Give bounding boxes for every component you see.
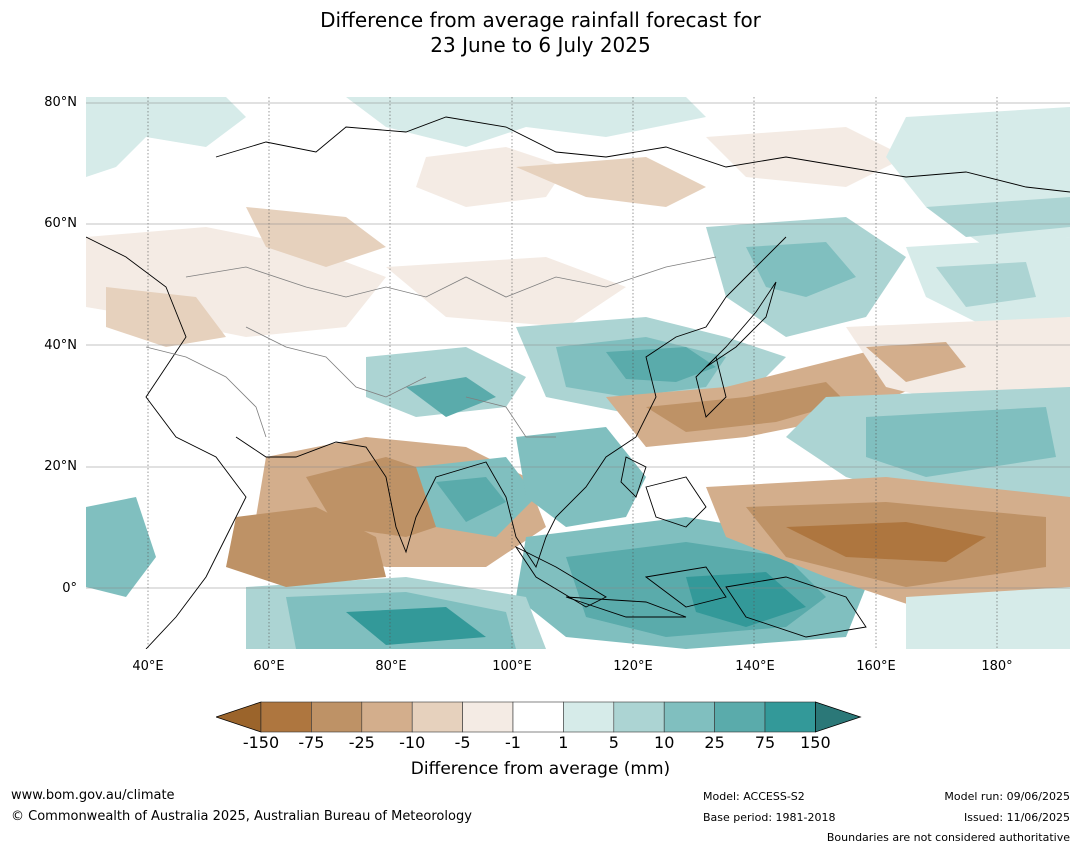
coastlines — [86, 116, 1070, 649]
colorbar-tick-label: -10 — [399, 733, 426, 752]
lon-label-180: 180° — [981, 659, 1013, 674]
colorbar-tick-label: 10 — [654, 733, 675, 752]
colorbar-segment — [663, 701, 715, 733]
colorbar-tick-label: 25 — [704, 733, 725, 752]
colorbar-segment — [311, 701, 363, 733]
colorbar-segment — [462, 701, 514, 733]
latitude-lines — [86, 102, 1070, 589]
colorbar-tick-label: -75 — [298, 733, 325, 752]
lat-label-60n: 60°N — [44, 216, 77, 231]
title-line-2: 23 June to 6 July 2025 — [430, 33, 651, 57]
lon-label-100e: 100°E — [492, 659, 532, 674]
lat-label-40n: 40°N — [44, 338, 77, 353]
graticule — [147, 97, 998, 649]
rainfall-anomaly-map — [86, 97, 1070, 649]
colorbar — [216, 701, 862, 733]
colorbar-tick-label: 5 — [608, 733, 619, 752]
model-text: Model: ACCESS-S2 — [703, 790, 805, 803]
lon-label-80e: 80°E — [375, 659, 407, 674]
country-borders — [145, 256, 717, 438]
colorbar-tick-label: -5 — [454, 733, 471, 752]
issued-text: Issued: 11/06/2025 — [963, 811, 1070, 824]
lon-label-120e: 120°E — [613, 659, 653, 674]
colorbar-segment — [361, 701, 413, 733]
lat-label-0: 0° — [62, 581, 77, 596]
colorbar-segment — [563, 701, 615, 733]
colorbar-tick-label: -1 — [505, 733, 521, 752]
colorbar-segment — [613, 701, 665, 733]
map-svg — [86, 97, 1070, 649]
chart-title: Difference from average rainfall forecas… — [0, 8, 1081, 58]
colorbar-tick-label: 75 — [754, 733, 776, 752]
colorbar-tick-label: 1 — [558, 733, 569, 752]
lon-label-160e: 160°E — [856, 659, 896, 674]
lon-label-60e: 60°E — [253, 659, 285, 674]
colorbar-segment — [714, 701, 766, 733]
lon-label-140e: 140°E — [735, 659, 775, 674]
colorbar-tick-label: -25 — [348, 733, 375, 752]
lon-label-40e: 40°E — [132, 659, 164, 674]
colorbar-segment — [260, 701, 312, 733]
anomaly-fields — [86, 97, 1070, 649]
lat-label-80n: 80°N — [44, 95, 77, 110]
colorbar-tick-label: -150 — [242, 733, 280, 752]
colorbar-tick-label: 150 — [800, 733, 831, 752]
title-line-1: Difference from average rainfall forecas… — [320, 8, 761, 32]
colorbar-label: Difference from average (mm) — [410, 759, 671, 779]
disclaimer-text: Boundaries are not considered authoritat… — [826, 831, 1070, 844]
lat-label-20n: 20°N — [44, 459, 77, 474]
copyright-text: © Commonwealth of Australia 2025, Austra… — [11, 809, 472, 824]
colorbar-extend-low — [216, 701, 262, 733]
colorbar-segment — [411, 701, 463, 733]
base-period-text: Base period: 1981-2018 — [703, 811, 836, 824]
colorbar-segment — [512, 701, 564, 733]
website-link[interactable]: www.bom.gov.au/climate — [11, 788, 175, 803]
colorbar-segment — [764, 701, 816, 733]
model-run-text: Model run: 09/06/2025 — [944, 790, 1070, 803]
colorbar-extend-high — [815, 701, 862, 733]
